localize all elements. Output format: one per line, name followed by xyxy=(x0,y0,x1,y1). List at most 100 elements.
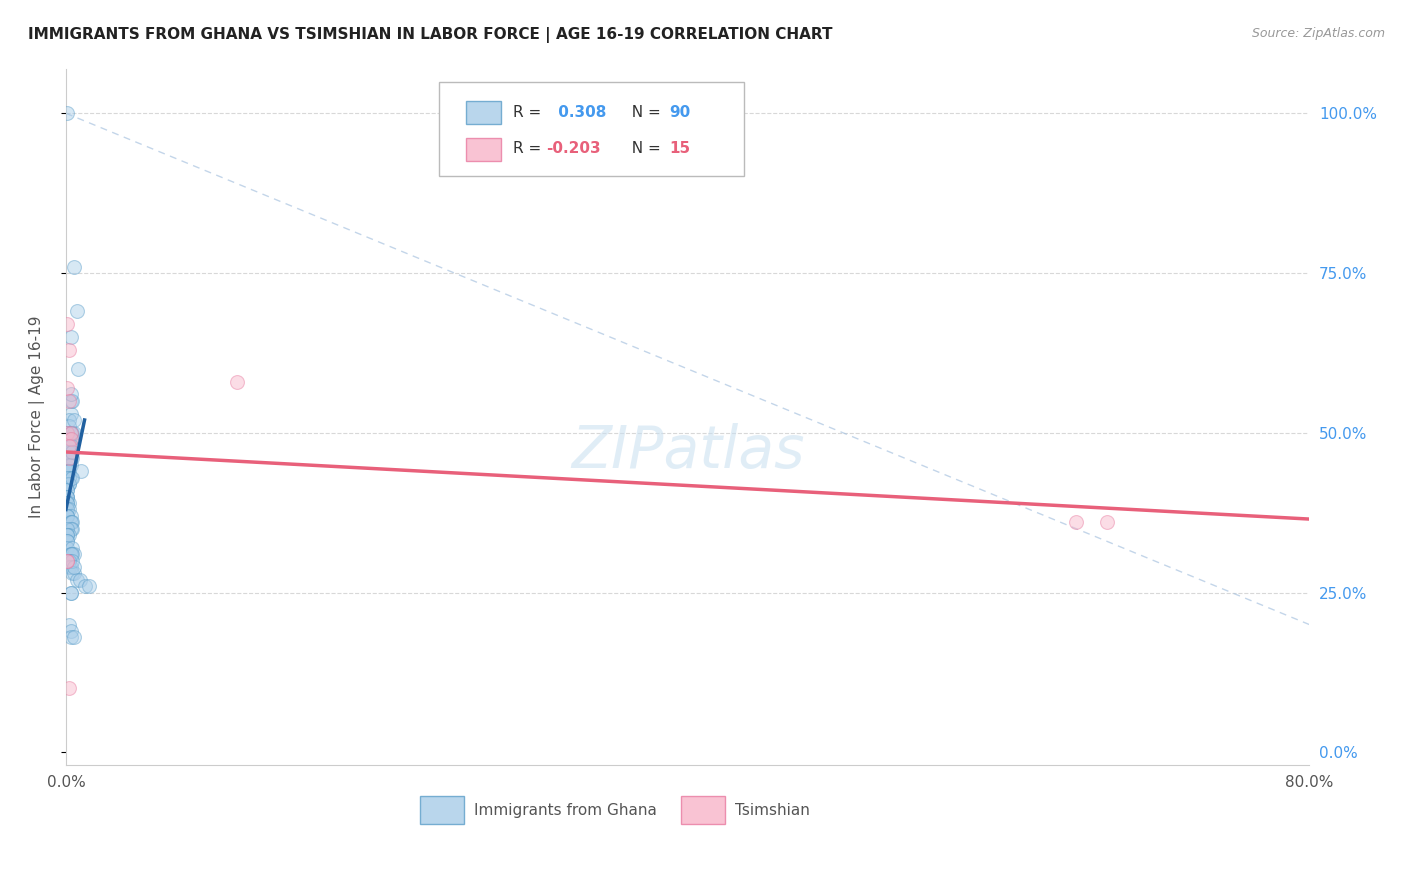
Point xyxy=(56,490,79,504)
Point xyxy=(58,528,80,542)
Point xyxy=(60,522,83,536)
Point xyxy=(59,458,82,472)
Point xyxy=(1095,515,1118,529)
Point xyxy=(59,624,82,638)
Point xyxy=(62,547,84,561)
Point xyxy=(56,496,79,510)
Point xyxy=(58,681,80,696)
Point xyxy=(60,470,83,484)
Point xyxy=(56,470,79,484)
Point xyxy=(60,541,83,555)
Point xyxy=(56,553,79,567)
Point xyxy=(62,630,84,644)
Point xyxy=(59,630,82,644)
Point xyxy=(59,451,82,466)
Text: Immigrants from Ghana: Immigrants from Ghana xyxy=(474,803,657,818)
Point xyxy=(59,387,82,401)
Point xyxy=(56,522,79,536)
Point xyxy=(56,425,79,440)
Point xyxy=(59,547,82,561)
Point xyxy=(59,425,82,440)
Point xyxy=(77,579,100,593)
Point xyxy=(59,508,82,523)
Point xyxy=(56,490,79,504)
Y-axis label: In Labor Force | Age 16-19: In Labor Force | Age 16-19 xyxy=(30,316,45,518)
FancyBboxPatch shape xyxy=(682,797,725,824)
Text: IMMIGRANTS FROM GHANA VS TSIMSHIAN IN LABOR FORCE | AGE 16-19 CORRELATION CHART: IMMIGRANTS FROM GHANA VS TSIMSHIAN IN LA… xyxy=(28,27,832,43)
Point xyxy=(73,579,96,593)
Point xyxy=(60,547,83,561)
Point xyxy=(58,445,80,459)
FancyBboxPatch shape xyxy=(467,137,501,161)
Point xyxy=(56,508,79,523)
Point xyxy=(62,560,84,574)
Point xyxy=(58,451,80,466)
Point xyxy=(58,464,80,478)
Text: Tsimshian: Tsimshian xyxy=(735,803,810,818)
Point xyxy=(59,515,82,529)
Text: 15: 15 xyxy=(669,141,690,156)
Point xyxy=(56,317,79,331)
Point xyxy=(62,413,84,427)
Point xyxy=(56,483,79,498)
Point xyxy=(58,413,80,427)
Text: -0.203: -0.203 xyxy=(546,141,600,156)
FancyBboxPatch shape xyxy=(439,82,744,177)
Point xyxy=(58,343,80,357)
Point xyxy=(56,553,79,567)
Point xyxy=(59,432,82,446)
Point xyxy=(58,393,80,408)
Point xyxy=(58,432,80,446)
Point xyxy=(60,553,83,567)
Point xyxy=(56,534,79,549)
Point xyxy=(58,458,80,472)
Point xyxy=(58,464,80,478)
Point xyxy=(60,566,83,581)
Point xyxy=(56,477,79,491)
Point xyxy=(59,585,82,599)
Point xyxy=(56,528,79,542)
Point xyxy=(59,560,82,574)
Point xyxy=(59,393,82,408)
Point xyxy=(56,534,79,549)
Point xyxy=(58,617,80,632)
Point xyxy=(58,477,80,491)
Point xyxy=(58,451,80,466)
Point xyxy=(56,106,79,120)
Point xyxy=(60,515,83,529)
Point xyxy=(56,541,79,555)
Point xyxy=(58,470,80,484)
Point xyxy=(59,432,82,446)
Point xyxy=(58,496,80,510)
Point xyxy=(59,547,82,561)
Point xyxy=(56,528,79,542)
Point xyxy=(56,381,79,395)
Point xyxy=(59,585,82,599)
Point xyxy=(59,522,82,536)
Text: ZIPatlas: ZIPatlas xyxy=(571,423,804,480)
Text: Source: ZipAtlas.com: Source: ZipAtlas.com xyxy=(1251,27,1385,40)
Point xyxy=(1064,515,1087,529)
Point xyxy=(58,419,80,434)
Point xyxy=(58,439,80,453)
Point xyxy=(59,470,82,484)
Point xyxy=(58,560,80,574)
FancyBboxPatch shape xyxy=(420,797,464,824)
Point xyxy=(59,439,82,453)
Point xyxy=(60,393,83,408)
Point xyxy=(59,515,82,529)
Point xyxy=(56,464,79,478)
Text: R =: R = xyxy=(513,141,547,156)
Point xyxy=(56,483,79,498)
Text: N =: N = xyxy=(621,141,665,156)
Point xyxy=(67,362,90,376)
Point xyxy=(62,566,84,581)
Point xyxy=(225,375,247,389)
FancyBboxPatch shape xyxy=(467,101,501,124)
Point xyxy=(56,496,79,510)
Text: N =: N = xyxy=(621,105,665,120)
Point xyxy=(56,425,79,440)
Point xyxy=(59,330,82,344)
Point xyxy=(66,304,89,318)
Point xyxy=(62,260,84,274)
